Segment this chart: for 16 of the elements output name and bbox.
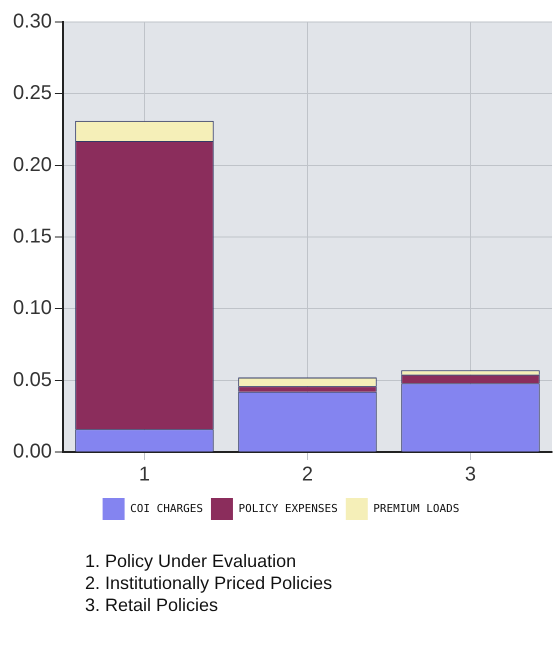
y-tick-label: 0.05 xyxy=(12,368,52,391)
text: 1. Policy Under Evaluation xyxy=(85,550,298,572)
y-tick-label: 0.00 xyxy=(12,440,52,463)
y-tick-label: 0.10 xyxy=(12,297,52,320)
y-tick-label: 0.30 xyxy=(12,10,52,33)
legend-label: POLICY EXPENSES xyxy=(238,502,338,515)
legend-label: PREMIUM LOADS xyxy=(373,502,460,515)
text: 3. Retail Policies xyxy=(85,594,220,616)
y-tick-label: 0.25 xyxy=(12,82,52,104)
y-tick-label: 0.20 xyxy=(12,154,52,176)
legend-label: COI CHARGES xyxy=(130,502,203,515)
x-tick-label: 1 xyxy=(138,464,150,486)
x-tick-label: 2 xyxy=(302,464,314,486)
y-tick-label: 0.15 xyxy=(12,226,52,248)
text: 2. Institutionally Priced Policies xyxy=(85,572,334,594)
x-tick-label: 3 xyxy=(464,464,476,486)
